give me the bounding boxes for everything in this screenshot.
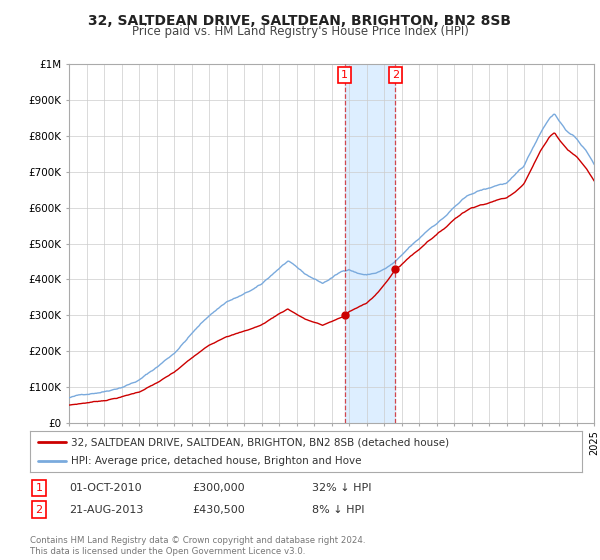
Text: 2: 2: [392, 70, 399, 80]
Text: Price paid vs. HM Land Registry's House Price Index (HPI): Price paid vs. HM Land Registry's House …: [131, 25, 469, 38]
Text: 1: 1: [35, 483, 43, 493]
Text: 8% ↓ HPI: 8% ↓ HPI: [312, 505, 365, 515]
Text: 21-AUG-2013: 21-AUG-2013: [69, 505, 143, 515]
Text: 32, SALTDEAN DRIVE, SALTDEAN, BRIGHTON, BN2 8SB: 32, SALTDEAN DRIVE, SALTDEAN, BRIGHTON, …: [89, 14, 511, 28]
Text: £300,000: £300,000: [192, 483, 245, 493]
Text: 01-OCT-2010: 01-OCT-2010: [69, 483, 142, 493]
Text: Contains HM Land Registry data © Crown copyright and database right 2024.
This d: Contains HM Land Registry data © Crown c…: [30, 536, 365, 556]
Bar: [344, 64, 395, 423]
Text: 1: 1: [341, 70, 348, 80]
Text: £430,500: £430,500: [192, 505, 245, 515]
Text: 32, SALTDEAN DRIVE, SALTDEAN, BRIGHTON, BN2 8SB (detached house): 32, SALTDEAN DRIVE, SALTDEAN, BRIGHTON, …: [71, 437, 449, 447]
Text: 32% ↓ HPI: 32% ↓ HPI: [312, 483, 371, 493]
Text: HPI: Average price, detached house, Brighton and Hove: HPI: Average price, detached house, Brig…: [71, 456, 362, 465]
Text: 2: 2: [35, 505, 43, 515]
